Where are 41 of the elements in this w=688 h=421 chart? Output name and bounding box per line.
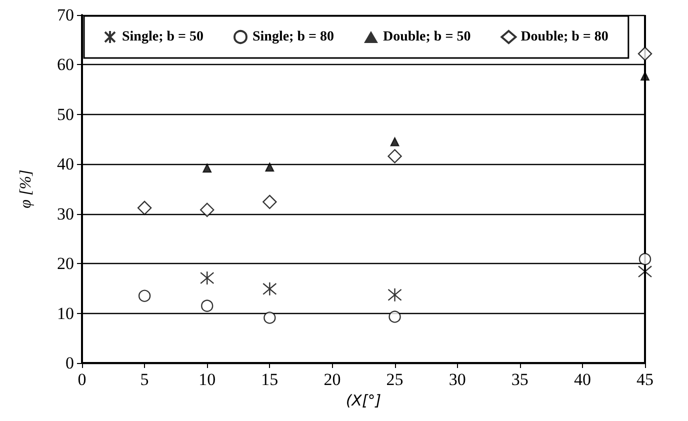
point — [200, 202, 214, 217]
point — [638, 253, 652, 266]
legend-label: Double; b = 50 — [382, 30, 471, 44]
point — [265, 162, 274, 172]
x-tick-label: 15 — [261, 370, 278, 389]
y-tick-label: 10 — [57, 304, 74, 323]
legend-label: Single; b = 50 — [122, 30, 204, 44]
point — [264, 312, 276, 324]
y-tick-label: 20 — [57, 254, 74, 274]
x-tick-label: 20 — [324, 370, 341, 389]
point — [638, 46, 652, 61]
point — [262, 282, 277, 296]
point — [388, 288, 402, 302]
x-tick-label: 35 — [511, 370, 528, 389]
legend-label: Double; b = 80 — [520, 30, 608, 44]
y-tick-label: 40 — [57, 154, 74, 174]
point — [137, 200, 152, 215]
y-tick-label: 0 — [66, 354, 74, 372]
legend-label: Single; b = 80 — [252, 30, 334, 44]
y-tick-label: 60 — [57, 55, 74, 74]
point — [388, 310, 401, 323]
x-tick-label: 5 — [140, 370, 149, 389]
x-tick-label: 10 — [198, 370, 216, 389]
point — [390, 137, 400, 146]
x-tick-label: 25 — [386, 370, 404, 389]
y-axis-title: φ [%] — [18, 170, 34, 208]
point — [638, 264, 652, 279]
y-tick-label: 70 — [57, 6, 74, 24]
x-axis-title: (X[°] — [346, 392, 382, 410]
point — [262, 194, 277, 210]
x-tick-label: 45 — [636, 370, 654, 389]
point — [200, 270, 214, 286]
point — [202, 164, 212, 173]
y-tick-label: 50 — [57, 104, 74, 124]
point — [138, 290, 151, 302]
x-tick-label: 30 — [448, 370, 466, 389]
point — [388, 149, 402, 164]
x-tick-label: 0 — [78, 370, 86, 389]
point — [201, 300, 214, 312]
y-tick-label: 30 — [57, 204, 74, 224]
x-tick-label: 40 — [574, 370, 591, 389]
